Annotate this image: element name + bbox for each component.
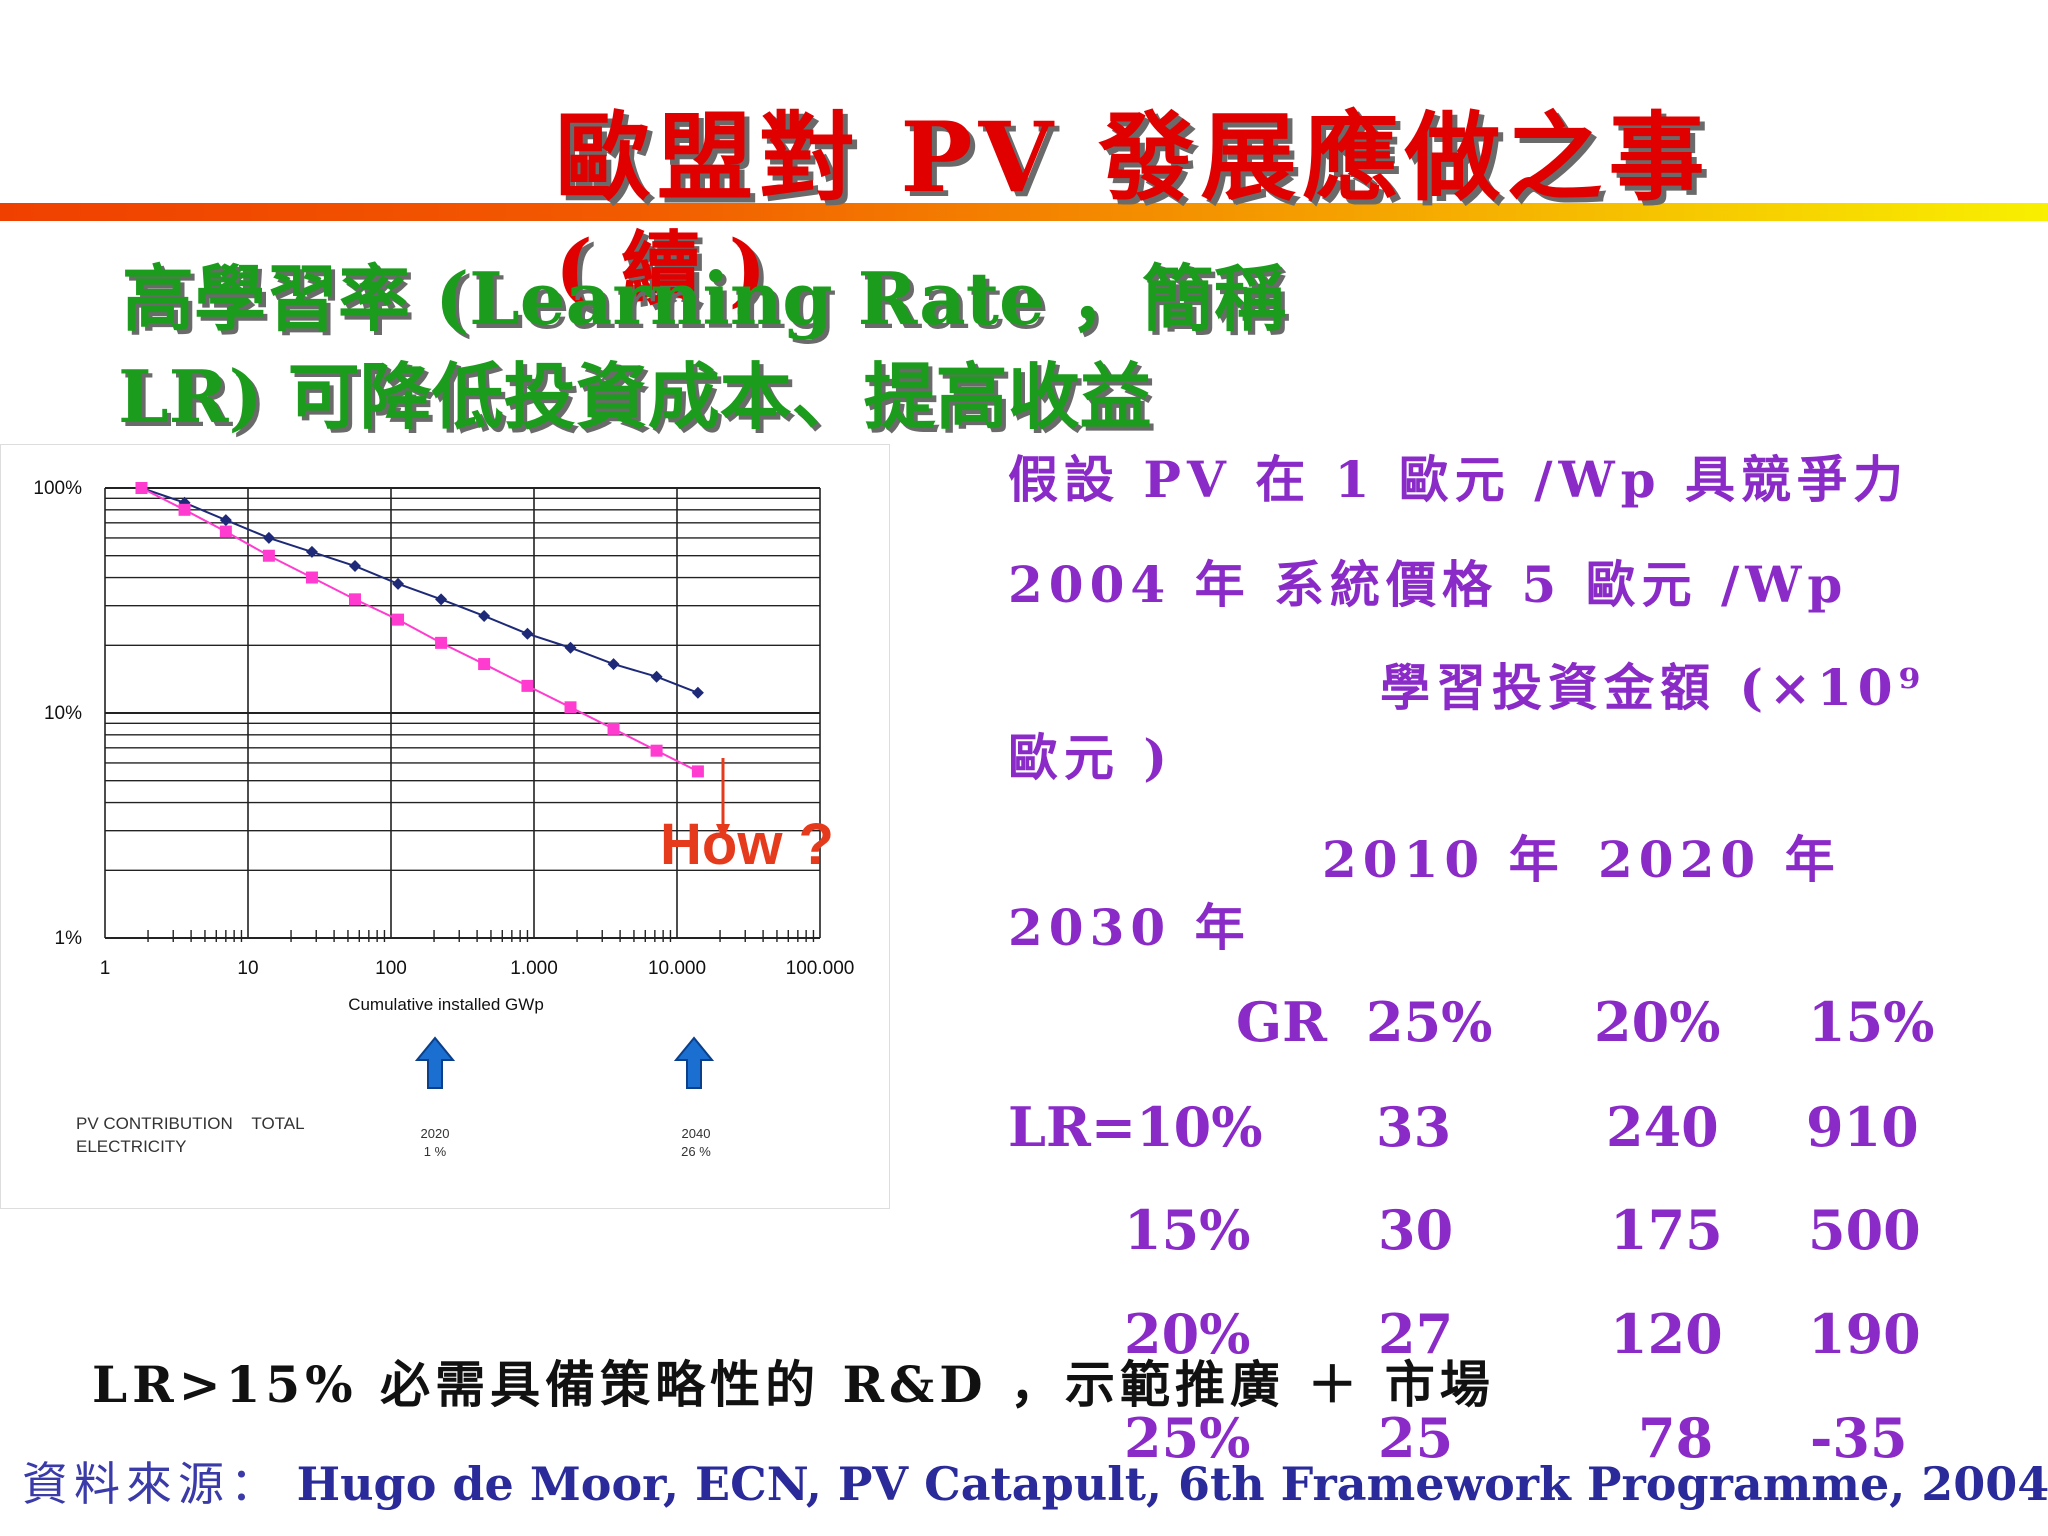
series-point-2 xyxy=(262,549,275,562)
year-2020: 2020 年 xyxy=(1598,830,1841,889)
system-price-line: 2004 年 系統價格 5 歐元 /Wp xyxy=(1008,555,1849,614)
source-line: 資料來源： Hugo de Moor, ECN, PV Catapult, 6t… xyxy=(22,1448,2048,1514)
blue-arrow-2020 xyxy=(414,1036,456,1089)
series-point-1 xyxy=(564,641,577,654)
y-tick-label: 100% xyxy=(33,478,82,499)
pv-electricity-label: ELECTRICITY xyxy=(76,1137,187,1156)
series-point-1 xyxy=(521,627,534,640)
series-point-1 xyxy=(178,496,191,509)
lr-row-4-v2: 78 xyxy=(1638,1406,1714,1470)
lr-row-4-label: 25% xyxy=(1124,1406,1251,1470)
how-annotation: How ? xyxy=(660,812,834,877)
lr-row-2-label: 15% xyxy=(1124,1198,1251,1262)
slide-title: 歐盟對 PV 發展應做之事 xyxy=(555,101,1711,214)
series-point-2 xyxy=(478,658,491,671)
series-point-2 xyxy=(521,679,534,692)
slide-title-continued: ( 續 ) xyxy=(555,222,767,316)
series-point-1 xyxy=(435,593,448,606)
marker-2040-year: 2040 xyxy=(682,1126,711,1141)
series-point-2 xyxy=(178,503,191,516)
x-axis-label: Cumulative installed GWp xyxy=(348,995,544,1014)
lr-row-3-label: 20% xyxy=(1124,1302,1251,1366)
x-tick-label: 1 xyxy=(100,958,111,979)
gr-value-2: 20% xyxy=(1594,990,1721,1054)
year-2030: 2030 年 xyxy=(1008,898,1251,957)
series-point-1 xyxy=(348,560,361,573)
series-point-2 xyxy=(650,744,663,757)
x-tick-label: 100.000 xyxy=(786,958,855,979)
lr-row-1-v2: 240 xyxy=(1606,1095,1719,1159)
y-tick-labels: 100% 10% 1% xyxy=(33,478,82,949)
title-band xyxy=(0,203,2048,221)
marker-2020-share: 1 % xyxy=(424,1144,447,1159)
series-point-2 xyxy=(435,636,448,649)
investment-unit: 歐元 ) xyxy=(1008,728,1174,787)
series-point-1 xyxy=(607,658,620,671)
x-tick-label: 10 xyxy=(237,958,258,979)
blue-arrow-2040 xyxy=(673,1036,715,1089)
marker-2040-share: 26 % xyxy=(681,1144,711,1159)
lr-row-2-v2: 175 xyxy=(1610,1198,1723,1262)
chart-frame xyxy=(0,444,890,1209)
series-point-1 xyxy=(219,514,232,527)
lr-row-4-v1: 25 xyxy=(1378,1406,1454,1470)
lr-row-3-v3: 190 xyxy=(1808,1302,1921,1366)
lr-row-4-v3: -35 xyxy=(1810,1406,1908,1470)
x-tick-label: 100 xyxy=(375,958,407,979)
chart-series xyxy=(135,482,704,778)
year-2010: 2010 年 xyxy=(1322,830,1565,889)
series-point-2 xyxy=(564,701,577,714)
series-line-1 xyxy=(141,487,699,694)
subtitle-line1: 高學習率 (Learning Rate ，簡稱 xyxy=(122,256,1286,341)
subtitle-line2: LR) 可降低投資成本、提高收益 xyxy=(118,354,1152,439)
source-label: 資料來源： xyxy=(22,1457,282,1511)
investment-label: 學習投資金額 (×10⁹ xyxy=(1380,658,1927,717)
lr-row-3-v1: 27 xyxy=(1378,1302,1454,1366)
series-point-1 xyxy=(392,577,405,590)
gr-label: GR xyxy=(1236,990,1327,1054)
series-line-2 xyxy=(141,487,699,773)
series-point-2 xyxy=(348,593,361,606)
series-point-2 xyxy=(392,613,405,626)
lr-row-2-v3: 500 xyxy=(1808,1198,1921,1262)
gr-value-3: 15% xyxy=(1808,990,1935,1054)
series-point-2 xyxy=(219,525,232,538)
series-point-1 xyxy=(478,609,491,622)
y-tick-label: 10% xyxy=(44,703,82,724)
lr-row-3-v2: 120 xyxy=(1610,1302,1723,1366)
learning-curve-chart: 1 10 100 1.000 10.000 100.000 100% 10% 1% Cumul… xyxy=(0,444,890,1209)
series-point-1 xyxy=(691,686,704,699)
x-tick-labels: 1 10 100 1.000 10.000 100.000 xyxy=(100,958,855,979)
x-tick-label: 1.000 xyxy=(510,958,558,979)
assumption-line: 假設 PV 在 1 歐元 /Wp 具競爭力 xyxy=(1008,450,1909,509)
series-point-1 xyxy=(305,545,318,558)
bottom-note: LR>15% 必需具備策略性的 R&D ，示範推廣 ＋ 市場 xyxy=(92,1355,1495,1414)
series-point-2 xyxy=(691,765,704,778)
y-tick-label: 1% xyxy=(55,928,83,949)
lr-row-1-v1: 33 xyxy=(1376,1095,1452,1159)
gr-value-1: 25% xyxy=(1366,990,1493,1054)
x-tick-label: 10.000 xyxy=(648,958,706,979)
series-point-2 xyxy=(135,482,148,494)
lr-row-2-v1: 30 xyxy=(1378,1198,1454,1262)
series-point-2 xyxy=(305,571,318,584)
marker-2020-year: 2020 xyxy=(421,1126,450,1141)
pv-contribution-label: PV CONTRIBUTION TOTAL xyxy=(76,1114,305,1133)
lr-row-1-label: LR=10% xyxy=(1008,1095,1263,1159)
series-point-1 xyxy=(262,531,275,544)
series-point-1 xyxy=(650,670,663,683)
lr-row-1-v3: 910 xyxy=(1806,1095,1919,1159)
series-point-2 xyxy=(607,722,620,735)
source-text: Hugo de Moor, ECN, PV Catapult, 6th Fram… xyxy=(296,1457,2048,1511)
how-arrow xyxy=(716,758,730,840)
